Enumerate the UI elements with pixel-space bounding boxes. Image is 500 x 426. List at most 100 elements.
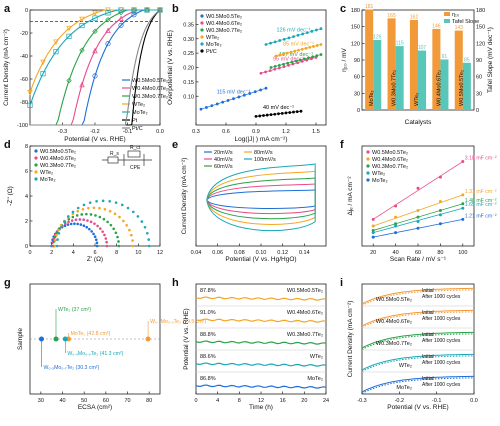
data-point	[105, 10, 111, 16]
data-point	[125, 224, 129, 227]
y-tick-label: -100	[17, 123, 28, 129]
data-point	[53, 235, 57, 239]
bar-value-label: 91	[442, 54, 448, 60]
circuit-resistor	[127, 150, 141, 158]
bar	[432, 28, 441, 111]
legend-label: Pt	[132, 118, 138, 124]
legend-label: 80mV/s	[254, 150, 273, 156]
x-tick-label: 24	[323, 398, 329, 404]
fit-line	[372, 161, 464, 220]
legend-swatch	[444, 19, 450, 23]
x-tick-label: 70	[124, 398, 130, 404]
series-label: W0.4Mo0.6Te₂	[287, 310, 323, 316]
y-tick-label: 90	[354, 58, 360, 64]
legend-label: MoTe₂	[372, 178, 388, 184]
x-tick-label: 0.12	[277, 250, 288, 256]
y-tick-label: -60	[20, 77, 28, 83]
series-label: WTe₂	[310, 354, 323, 360]
x-axis-label: Log(|J| ) mA cm⁻²)	[234, 136, 287, 143]
data-point	[79, 81, 85, 88]
initial-curve	[361, 309, 474, 327]
legend-label: W0.3Mo0.7Te₂	[372, 164, 408, 170]
circuit-label: CPE	[130, 165, 141, 171]
x-tick-label: 6	[93, 250, 96, 256]
data-point	[92, 47, 98, 54]
data-point	[416, 220, 420, 224]
legend-swatch	[200, 49, 204, 53]
legend-label: Pt/C	[132, 126, 143, 132]
y-tick-label: 0.10	[183, 94, 194, 100]
data-point	[416, 208, 420, 212]
category-label: W0.4Mo0.6Te₂	[436, 70, 442, 106]
data-point	[461, 202, 465, 206]
series-line	[29, 9, 160, 106]
stability-line	[195, 362, 327, 367]
y-axis-label: Current Density (mA cm⁻²)	[347, 301, 354, 378]
x-tick-label: 0.06	[212, 250, 223, 256]
legend-label: Pt/C	[206, 49, 217, 55]
retention-label: 88.6%	[200, 354, 216, 360]
cv-loop	[206, 189, 316, 209]
point-label: W₀.₅Mo₀.₅Te₂ (79.5 cm²)	[150, 319, 206, 325]
y-tick-label: 0.25	[183, 51, 194, 57]
data-point	[146, 231, 149, 235]
fit-line	[200, 87, 267, 110]
legend-label: After 1000 cycles	[422, 360, 461, 366]
data-point	[461, 206, 465, 210]
cv-loop	[206, 183, 316, 215]
data-point	[371, 224, 375, 228]
x-tick-label: 2	[50, 250, 53, 256]
data-point	[88, 227, 91, 231]
panel-letter: g	[4, 277, 11, 289]
y-tick-label: 0	[357, 108, 360, 114]
data-point	[118, 22, 124, 28]
data-point	[70, 219, 74, 222]
x-axis-label: Potential (V vs. Hg/HgO)	[225, 256, 296, 263]
data-point	[66, 25, 72, 32]
x-tick-label: 0.0	[470, 398, 478, 404]
series-label: W0.3Mo0.7Te₂	[376, 341, 412, 347]
data-point	[371, 231, 375, 235]
legend-label: 20mV/s	[214, 150, 233, 156]
legend-label: WTe₂	[132, 102, 145, 108]
data-point	[131, 210, 135, 214]
stability-line	[195, 340, 327, 345]
bar	[462, 62, 471, 110]
legend-swatch	[34, 177, 38, 181]
panel-letter: b	[172, 3, 179, 15]
panel-b: b 0.3 0.6 0.9 1.2 1.5 0.10 0.15 0.20 0.25 0.30 0.35…	[167, 3, 327, 143]
panel-e: e 0.04 0.06 0.08 0.10 0.12 0.14 20mV/s40mV/s60m…	[172, 139, 327, 263]
data-point	[114, 231, 118, 235]
data-point	[461, 160, 465, 164]
data-point	[79, 47, 85, 53]
data-point	[67, 217, 71, 221]
data-point	[95, 241, 99, 245]
data-point	[102, 217, 106, 221]
data-point	[63, 224, 67, 228]
bar-value-label: 162	[410, 15, 419, 21]
legend-label: W0.3Mo0.7Te₂	[132, 94, 168, 100]
x-tick-label: -0.1	[123, 129, 132, 135]
bar-value-label: 115	[396, 41, 404, 47]
stability-line	[195, 296, 327, 301]
data-point	[140, 220, 144, 223]
data-point	[66, 33, 72, 39]
legend-label: After 1000 cycles	[422, 382, 461, 388]
x-tick-label: 0.9	[252, 129, 260, 135]
data-point	[131, 239, 134, 242]
data-point	[438, 213, 442, 217]
data-point	[105, 240, 108, 244]
data-point	[98, 206, 101, 210]
bar	[454, 30, 463, 110]
point-label: MoTe₂ (42.8 cm²)	[71, 331, 111, 337]
data-point	[104, 237, 108, 240]
x-tick-label: 8	[238, 398, 241, 404]
x-axis-label: Scan Rate / mV s⁻¹	[390, 256, 447, 263]
panel-a: a -0.3 -0.2 -0.1 0.0 0 -20 -40 -60 -80 -100 W0.5Mo0…	[3, 3, 168, 143]
data-point	[53, 39, 59, 46]
panel-letter: d	[4, 139, 11, 151]
data-point	[416, 226, 420, 230]
data-point	[93, 222, 96, 225]
data-point	[106, 220, 109, 224]
y-tick-label: 120	[351, 41, 360, 47]
